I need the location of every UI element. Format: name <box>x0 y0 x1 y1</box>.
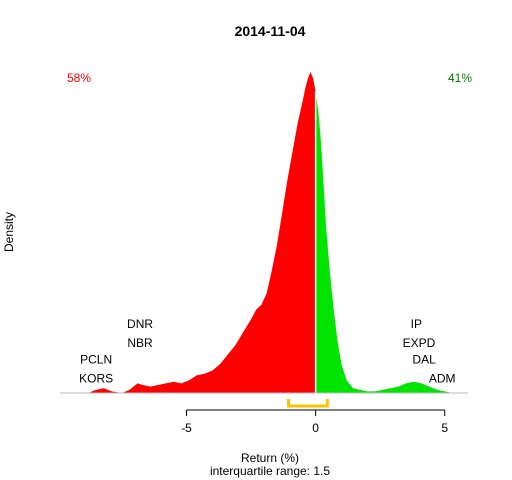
negative-percent-label: 58% <box>67 71 91 85</box>
ticker-label: IP <box>411 317 422 331</box>
x-axis: -5 0 5 <box>181 399 448 435</box>
x-axis-label: Return (%) <box>241 451 299 465</box>
ticker-label: KORS <box>79 372 113 386</box>
iqr-bracket <box>287 399 329 408</box>
iqr-subtitle: interquartile range: 1.5 <box>210 464 330 478</box>
ticker-label: ADM <box>429 372 456 386</box>
x-tick-label: -5 <box>181 421 192 435</box>
ticker-label: PCLN <box>80 352 112 366</box>
x-tick-label: 5 <box>441 421 448 435</box>
y-axis-label: Density <box>2 212 16 252</box>
ticker-labels: DNR NBR PCLN KORS IP EXPD DAL ADM <box>79 317 455 386</box>
chart-title: 2014-11-04 <box>235 23 306 39</box>
ticker-label: EXPD <box>403 336 436 350</box>
positive-percent-label: 41% <box>448 71 472 85</box>
ticker-label: NBR <box>127 336 153 350</box>
ticker-label: DAL <box>412 352 436 366</box>
density-areas <box>60 72 468 394</box>
ticker-label: DNR <box>127 317 153 331</box>
positive-density-area <box>315 91 453 394</box>
negative-density-area <box>88 72 316 393</box>
x-tick-label: 0 <box>312 421 319 435</box>
